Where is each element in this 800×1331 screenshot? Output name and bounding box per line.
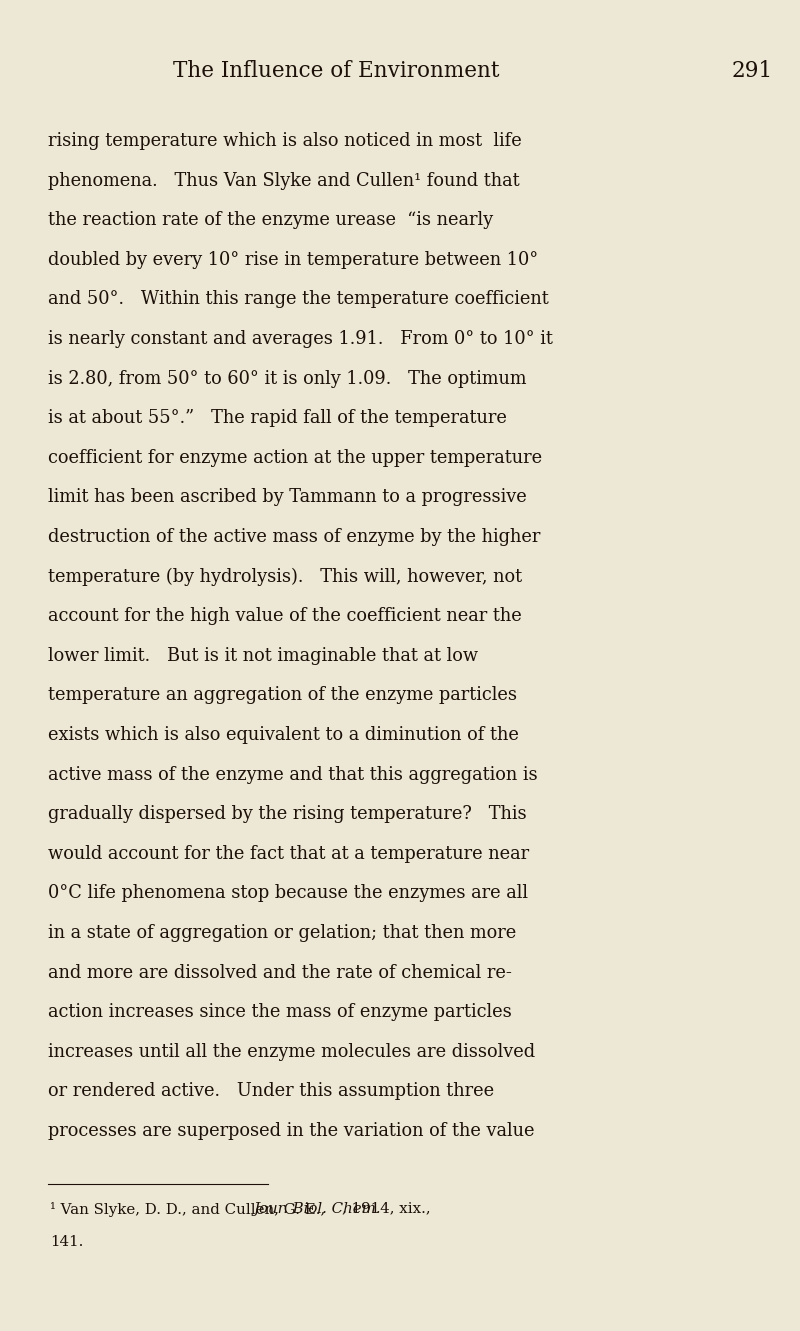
Text: temperature an aggregation of the enzyme particles: temperature an aggregation of the enzyme… xyxy=(48,687,517,704)
Text: Jour. Biol. Chem.: Jour. Biol. Chem. xyxy=(254,1202,382,1215)
Text: exists which is also equivalent to a diminution of the: exists which is also equivalent to a dim… xyxy=(48,725,519,744)
Text: ¹ Van Slyke, D. D., and Cullen, G. E.,: ¹ Van Slyke, D. D., and Cullen, G. E., xyxy=(50,1202,330,1217)
Text: the reaction rate of the enzyme urease  “is nearly: the reaction rate of the enzyme urease “… xyxy=(48,212,493,229)
Text: and 50°.   Within this range the temperature coefficient: and 50°. Within this range the temperatu… xyxy=(48,290,549,309)
Text: 291: 291 xyxy=(732,60,773,83)
Text: 141.: 141. xyxy=(50,1235,83,1250)
Text: is 2.80, from 50° to 60° it is only 1.09.   The optimum: is 2.80, from 50° to 60° it is only 1.09… xyxy=(48,370,526,387)
Text: increases until all the enzyme molecules are dissolved: increases until all the enzyme molecules… xyxy=(48,1042,535,1061)
Text: active mass of the enzyme and that this aggregation is: active mass of the enzyme and that this … xyxy=(48,765,538,784)
Text: limit has been ascribed by Tammann to a progressive: limit has been ascribed by Tammann to a … xyxy=(48,488,526,506)
Text: is at about 55°.”   The rapid fall of the temperature: is at about 55°.” The rapid fall of the … xyxy=(48,409,507,427)
Text: , 1914, xix.,: , 1914, xix., xyxy=(342,1202,431,1215)
Text: or rendered active.   Under this assumption three: or rendered active. Under this assumptio… xyxy=(48,1082,494,1101)
Text: action increases since the mass of enzyme particles: action increases since the mass of enzym… xyxy=(48,1004,512,1021)
Text: destruction of the active mass of enzyme by the higher: destruction of the active mass of enzyme… xyxy=(48,528,540,546)
Text: doubled by every 10° rise in temperature between 10°: doubled by every 10° rise in temperature… xyxy=(48,250,538,269)
Text: The Influence of Environment: The Influence of Environment xyxy=(173,60,499,83)
Text: gradually dispersed by the rising temperature?   This: gradually dispersed by the rising temper… xyxy=(48,805,526,823)
Text: processes are superposed in the variation of the value: processes are superposed in the variatio… xyxy=(48,1122,534,1139)
Text: phenomena.   Thus Van Slyke and Cullen¹ found that: phenomena. Thus Van Slyke and Cullen¹ fo… xyxy=(48,172,520,189)
Text: in a state of aggregation or gelation; that then more: in a state of aggregation or gelation; t… xyxy=(48,924,516,942)
Text: account for the high value of the coefficient near the: account for the high value of the coeffi… xyxy=(48,607,522,626)
Text: lower limit.   But is it not imaginable that at low: lower limit. But is it not imaginable th… xyxy=(48,647,478,664)
Text: would account for the fact that at a temperature near: would account for the fact that at a tem… xyxy=(48,845,529,862)
Text: and more are dissolved and the rate of chemical re-: and more are dissolved and the rate of c… xyxy=(48,964,512,981)
Text: temperature (by hydrolysis).   This will, however, not: temperature (by hydrolysis). This will, … xyxy=(48,567,522,586)
Text: is nearly constant and averages 1.91.   From 0° to 10° it: is nearly constant and averages 1.91. Fr… xyxy=(48,330,553,347)
Text: coefficient for enzyme action at the upper temperature: coefficient for enzyme action at the upp… xyxy=(48,449,542,467)
Text: 0°C life phenomena stop because the enzymes are all: 0°C life phenomena stop because the enzy… xyxy=(48,884,528,902)
Text: rising temperature which is also noticed in most  life: rising temperature which is also noticed… xyxy=(48,132,522,150)
